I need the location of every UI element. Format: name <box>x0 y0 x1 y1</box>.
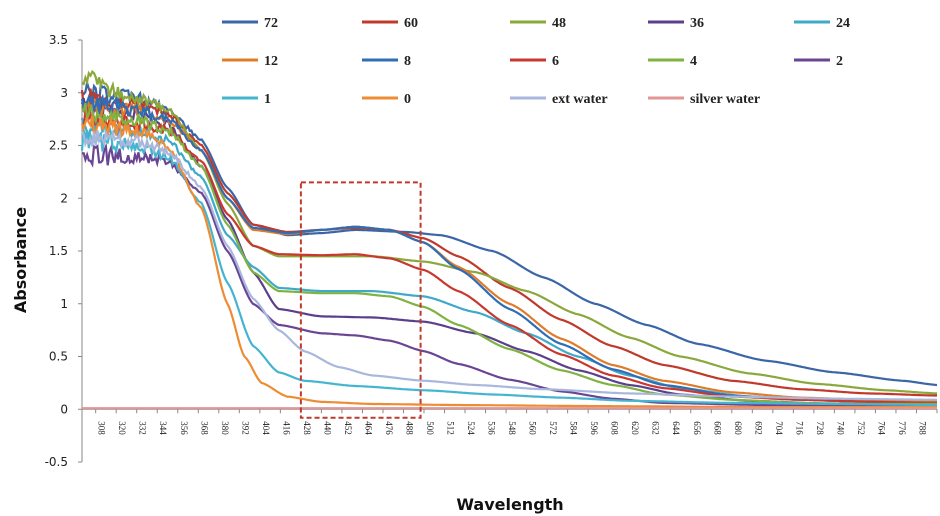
x-tick-label: 620 <box>630 421 640 435</box>
x-tick-label: 500 <box>425 421 435 435</box>
x-tick-label: 656 <box>692 421 702 435</box>
legend-label: silver water <box>690 92 760 107</box>
x-tick-label: 368 <box>199 421 209 435</box>
x-tick-label: 320 <box>117 421 127 435</box>
legend-label: 4 <box>690 54 697 69</box>
x-tick-label: 764 <box>876 421 886 435</box>
legend: 72 60 48 36 24 12 8 6 4 2 1 0 ext water silver water <box>222 16 850 107</box>
y-tick-label: 0.5 <box>49 350 68 364</box>
legend-label: ext water <box>552 92 608 107</box>
x-tick-label: 596 <box>589 421 599 435</box>
y-tick-label: 2.5 <box>49 139 68 153</box>
legend-label: 48 <box>552 16 566 31</box>
series-line-8 <box>80 93 937 404</box>
x-tick-label: 416 <box>281 421 291 435</box>
y-tick-label: 2 <box>60 191 68 205</box>
series-line-1 <box>80 129 937 407</box>
x-tick-label: 752 <box>856 421 866 435</box>
x-tick-label: 572 <box>548 421 558 435</box>
x-tick-label: 452 <box>343 421 353 435</box>
y-tick-label: 3 <box>60 86 68 100</box>
highlight-rectangle <box>299 181 422 419</box>
legend-label: 12 <box>264 54 278 69</box>
series-line-2 <box>81 142 937 408</box>
x-tick-label: 692 <box>753 421 763 435</box>
legend-label: 36 <box>690 16 704 31</box>
x-tick-label: 404 <box>261 421 271 435</box>
highlight-box <box>299 181 422 419</box>
x-tick-label: 308 <box>97 421 107 435</box>
x-tick-label: 728 <box>815 421 825 435</box>
legend-label: 60 <box>404 16 418 31</box>
legend-label: 6 <box>552 54 559 69</box>
x-tick-label: 716 <box>794 421 804 435</box>
y-tick-label: 1.5 <box>49 244 68 258</box>
y-tick-label: 0 <box>60 402 68 416</box>
x-tick-label: 776 <box>897 421 907 435</box>
x-tick-label: 632 <box>651 421 661 435</box>
x-tick-label: 464 <box>363 421 373 435</box>
x-tick-label: 536 <box>487 421 497 435</box>
x-tick-label: 392 <box>240 421 250 435</box>
series-line-48 <box>81 69 937 395</box>
y-tick-label: 1 <box>60 297 68 311</box>
x-tick-label: 380 <box>220 421 230 435</box>
x-tick-label: 680 <box>733 421 743 435</box>
legend-label: 72 <box>264 16 278 31</box>
x-tick-label: 800 <box>938 421 940 435</box>
x-tick-label: 524 <box>466 421 476 435</box>
x-tick-label: 644 <box>671 421 681 435</box>
series-line-12 <box>80 98 937 402</box>
series-line-72 <box>81 81 938 387</box>
x-tick-label: 488 <box>404 421 414 435</box>
x-tick-label: 788 <box>917 421 927 435</box>
x-tick-label: 344 <box>158 421 168 435</box>
y-tick-label: -0.5 <box>45 455 68 469</box>
x-tick-label: 440 <box>322 421 332 435</box>
series-line-6 <box>81 105 937 404</box>
x-axis: 308 320 332 344 356 368 380 392 404 416 428 440 452 4… <box>95 409 940 435</box>
legend-label: 8 <box>404 54 411 69</box>
y-axis-title: Absorbance <box>11 207 30 313</box>
series-line-36 <box>80 97 937 407</box>
series-lines <box>80 69 938 410</box>
x-tick-label: 704 <box>774 421 784 435</box>
x-tick-label: 548 <box>507 421 517 435</box>
x-tick-label: 332 <box>138 421 148 435</box>
legend-label: 2 <box>836 54 843 69</box>
series-line-ext-water <box>80 128 938 401</box>
legend-label: 0 <box>404 92 411 107</box>
x-axis-title: Wavelength <box>456 495 563 514</box>
x-tick-label: 608 <box>610 421 620 435</box>
x-tick-label: 560 <box>528 421 538 435</box>
x-tick-label: 584 <box>569 421 579 435</box>
x-tick-label: 668 <box>712 421 722 435</box>
x-tick-label: 356 <box>179 421 189 435</box>
series-line-60 <box>80 88 937 397</box>
y-axis: -0.5 0 0.5 1 1.5 2 2.5 3 3.5 <box>45 33 82 469</box>
x-tick-label: 476 <box>384 421 394 435</box>
y-tick-label: 3.5 <box>49 33 68 47</box>
legend-label: 24 <box>836 16 850 31</box>
x-tick-label: 740 <box>835 421 845 435</box>
x-tick-label: 428 <box>302 421 312 435</box>
series-line-4 <box>81 102 937 406</box>
x-tick-label: 512 <box>446 421 456 435</box>
legend-label: 1 <box>264 92 271 107</box>
